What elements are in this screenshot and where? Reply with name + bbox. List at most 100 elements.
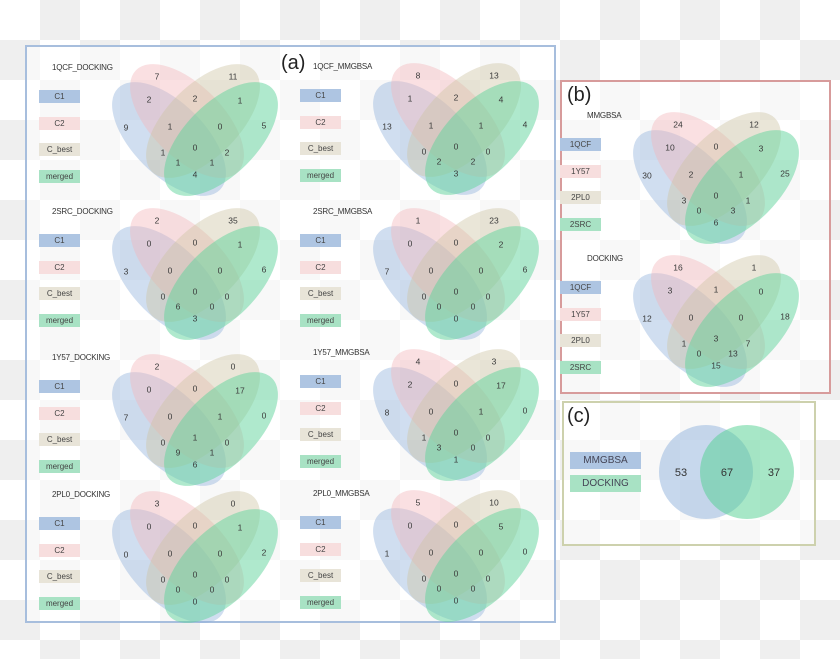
venn-ellipses: 4 32 0 178 0 1 001 03 01: [373, 349, 539, 481]
region-count: 0: [262, 410, 267, 420]
region-count: 1: [168, 121, 173, 131]
region-count: 5: [416, 497, 421, 507]
region-count: 0: [523, 546, 528, 556]
region-count: 3: [492, 356, 497, 366]
region-count: 0: [759, 286, 764, 296]
region-count: 0: [147, 521, 152, 531]
legend-item: 2PL0: [560, 191, 601, 204]
set-ellipse-4: [164, 509, 278, 623]
region-count: 0: [193, 383, 198, 393]
region-count: 3: [682, 195, 687, 205]
region-count: 3: [731, 205, 736, 215]
region-count: 0: [486, 573, 491, 583]
region-count: 0: [210, 301, 215, 311]
region-count: 0: [714, 141, 719, 151]
count-mmgbsa-only: 53: [675, 467, 687, 479]
legend-item: C_best: [39, 433, 80, 446]
region-count: 11: [229, 71, 238, 81]
venn-ellipses: 3 00 0 10 0 0 200 00 00: [112, 491, 278, 623]
legend-item: 1Y57: [560, 165, 601, 178]
region-count: 0: [193, 286, 198, 296]
region-count: 0: [147, 238, 152, 248]
region-count: 0: [454, 313, 459, 323]
legend-item: merged: [39, 314, 80, 327]
region-count: 0: [193, 237, 198, 247]
region-count: 0: [422, 146, 427, 156]
region-count: 2: [471, 156, 476, 166]
legend-item: C1: [39, 90, 80, 103]
region-count: 3: [155, 498, 160, 508]
venn-ellipses: 1 230 0 27 0 0 600 00 00: [373, 208, 539, 340]
region-count: 0: [454, 427, 459, 437]
legend-item: 1QCF: [560, 138, 601, 151]
region-count: 0: [124, 549, 129, 559]
legend-item: C2: [39, 117, 80, 130]
region-count: 1: [408, 93, 413, 103]
region-count: 0: [454, 237, 459, 247]
region-count: 0: [739, 312, 744, 322]
legend-item: C_best: [300, 287, 341, 300]
venn-title: 1QCF_MMGBSA: [313, 62, 373, 71]
region-count: 0: [454, 568, 459, 578]
region-count: 0: [429, 406, 434, 416]
region-count: 16: [673, 262, 683, 272]
region-count: 0: [161, 291, 166, 301]
region-count: 0: [689, 312, 694, 322]
venn-two-set: 53 67 37: [659, 425, 794, 519]
region-count: 2: [499, 239, 504, 249]
region-count: 0: [429, 547, 434, 557]
region-count: 0: [454, 595, 459, 605]
region-count: 3: [668, 285, 673, 295]
region-count: 2: [437, 156, 442, 166]
legend-item: merged: [300, 455, 341, 468]
region-count: 6: [262, 264, 267, 274]
legend-item: merged: [300, 314, 341, 327]
legend-item: C2: [300, 543, 341, 556]
legend-item: 2SRC: [560, 361, 601, 374]
region-count: 0: [697, 348, 702, 358]
region-count: 0: [486, 146, 491, 156]
legend-item: 1Y57: [560, 308, 601, 321]
region-count: 0: [231, 361, 236, 371]
panel-c-label: (c): [567, 405, 591, 427]
region-count: 4: [499, 94, 504, 104]
legend-item: merged: [300, 596, 341, 609]
legend-item: 1QCF: [560, 281, 601, 294]
legend-item: C_best: [300, 142, 341, 155]
venn-2pl0-mmgbsa: 2PL0_MMGBSA C1 C2 C_best merged 5 10 0 0 5 1 0 0 0 0 0 0…: [300, 481, 550, 622]
venn-mmgbsa: MMGBSA 1QCF 1Y57 2PL0 2SRC 24 12 10 0 3 30 2 1 25 0 3 1 0…: [560, 103, 810, 244]
region-count: 2: [689, 169, 694, 179]
region-count: 13: [728, 348, 738, 358]
region-count: 1: [238, 95, 243, 105]
region-count: 5: [499, 521, 504, 531]
region-count: 1: [752, 262, 757, 272]
legend-item: C1: [39, 517, 80, 530]
region-count: 23: [489, 215, 499, 225]
region-count: 0: [429, 265, 434, 275]
legend-item: C_best: [300, 428, 341, 441]
region-count: 1: [210, 157, 215, 167]
venn-ellipses: 5 100 0 51 0 0 000 00 00: [373, 490, 539, 622]
region-count: 13: [489, 70, 499, 80]
region-count: 0: [218, 121, 223, 131]
region-count: 1: [210, 447, 215, 457]
venn-2pl0-docking: 2PL0_DOCKING C1 C2 C_best merged 3 0 0 0 1 0 0 0 2 0 0 0…: [39, 482, 289, 623]
venn-title: 2SRC_MMGBSA: [313, 207, 373, 216]
region-count: 18: [780, 311, 790, 321]
region-count: 0: [422, 573, 427, 583]
legend-item: C_best: [39, 287, 80, 300]
region-count: 17: [235, 385, 245, 395]
region-count: 2: [454, 92, 459, 102]
region-count: 1: [238, 522, 243, 532]
region-count: 0: [218, 548, 223, 558]
region-count: 2: [155, 215, 160, 225]
region-count: 0: [193, 569, 198, 579]
legend-item: C1: [300, 234, 341, 247]
region-count: 5: [262, 120, 267, 130]
legend-item: C_best: [300, 569, 341, 582]
region-count: 0: [161, 574, 166, 584]
legend-item: merged: [39, 597, 80, 610]
region-count: 0: [176, 584, 181, 594]
